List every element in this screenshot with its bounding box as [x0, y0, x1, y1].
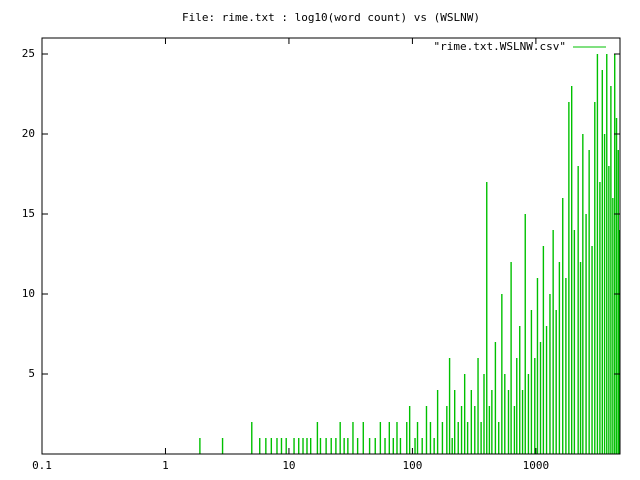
x-tick-label: 100	[402, 459, 422, 472]
chart-title: File: rime.txt : log10(word count) vs (W…	[182, 11, 480, 24]
x-tick-label: 0.1	[32, 459, 52, 472]
y-tick-label: 15	[22, 207, 35, 220]
x-tick-label: 10	[282, 459, 295, 472]
x-tick-label: 1000	[523, 459, 550, 472]
plot-border	[41, 37, 621, 455]
y-tick-label: 20	[22, 127, 35, 140]
x-tick-label: 1	[162, 459, 169, 472]
y-tick-label: 5	[28, 367, 35, 380]
y-tick-label: 10	[22, 287, 35, 300]
y-tick-label: 25	[22, 47, 35, 60]
legend-label: "rime.txt.WSLNW.csv"	[434, 40, 566, 53]
